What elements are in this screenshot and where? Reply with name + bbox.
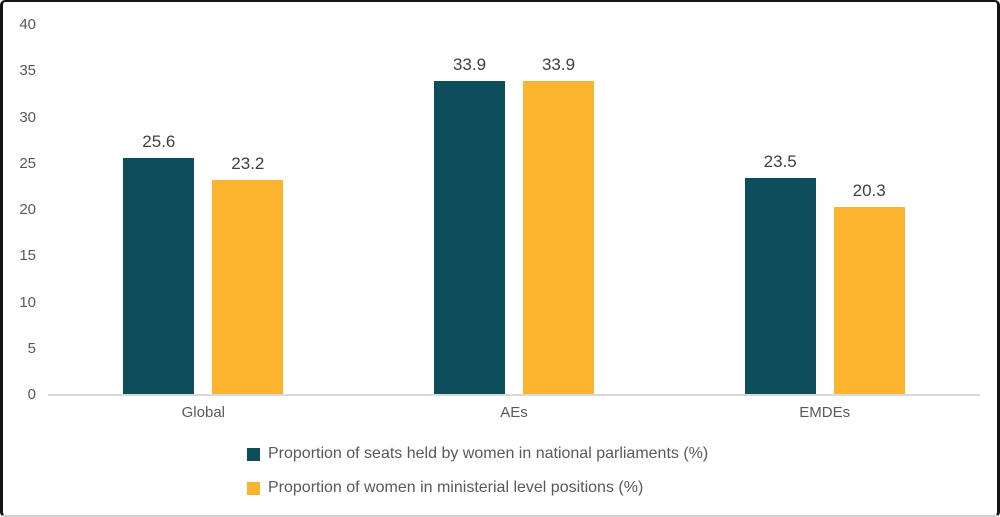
- legend-item-ministerial: Proportion of women in ministerial level…: [247, 476, 643, 500]
- data-label-parliaments-emdes: 23.5: [763, 151, 797, 171]
- legend-item-parliaments: Proportion of seats held by women in nat…: [247, 442, 708, 466]
- data-label-parliaments-aes: 33.9: [452, 55, 487, 75]
- plot-area: 25.6 23.2 33.9 33.9 23.5 20.3: [48, 25, 980, 395]
- y-tick-label-25: 25: [19, 154, 36, 172]
- legend-label: Proportion of women in ministerial level…: [268, 479, 644, 496]
- bar-ministerial-global: [212, 180, 284, 395]
- y-tick-label-40: 40: [19, 16, 36, 33]
- y-tick-label-5: 5: [27, 339, 36, 357]
- legend-label: Proportion of seats held by women in nat…: [268, 445, 709, 462]
- data-label-ministerial-emdes: 20.3: [852, 181, 886, 201]
- x-axis-line: [48, 394, 980, 396]
- x-category-label-global: Global: [181, 404, 225, 421]
- legend-swatch-icon: [247, 447, 260, 461]
- x-category-label-emdes: EMDEs: [799, 404, 851, 421]
- bar-ministerial-emdes: [833, 207, 905, 395]
- legend-swatch-icon: [247, 481, 260, 495]
- y-tick-label-10: 10: [19, 293, 36, 311]
- bar-parliaments-global: [123, 158, 195, 395]
- data-label-ministerial-global: 23.2: [231, 154, 265, 174]
- bar-ministerial-aes: [523, 81, 594, 395]
- y-tick-label-30: 30: [19, 108, 36, 126]
- bar-parliaments-aes: [434, 81, 505, 395]
- data-label-ministerial-aes: 33.9: [541, 55, 576, 75]
- y-tick-label-35: 35: [19, 62, 36, 80]
- data-label-parliaments-global: 25.6: [142, 132, 176, 152]
- y-tick-label-0: 0: [27, 386, 36, 403]
- bar-parliaments-emdes: [744, 177, 816, 395]
- y-tick-label-15: 15: [19, 247, 36, 265]
- y-tick-label-20: 20: [19, 201, 36, 218]
- x-category-label-aes: AEs: [500, 404, 528, 421]
